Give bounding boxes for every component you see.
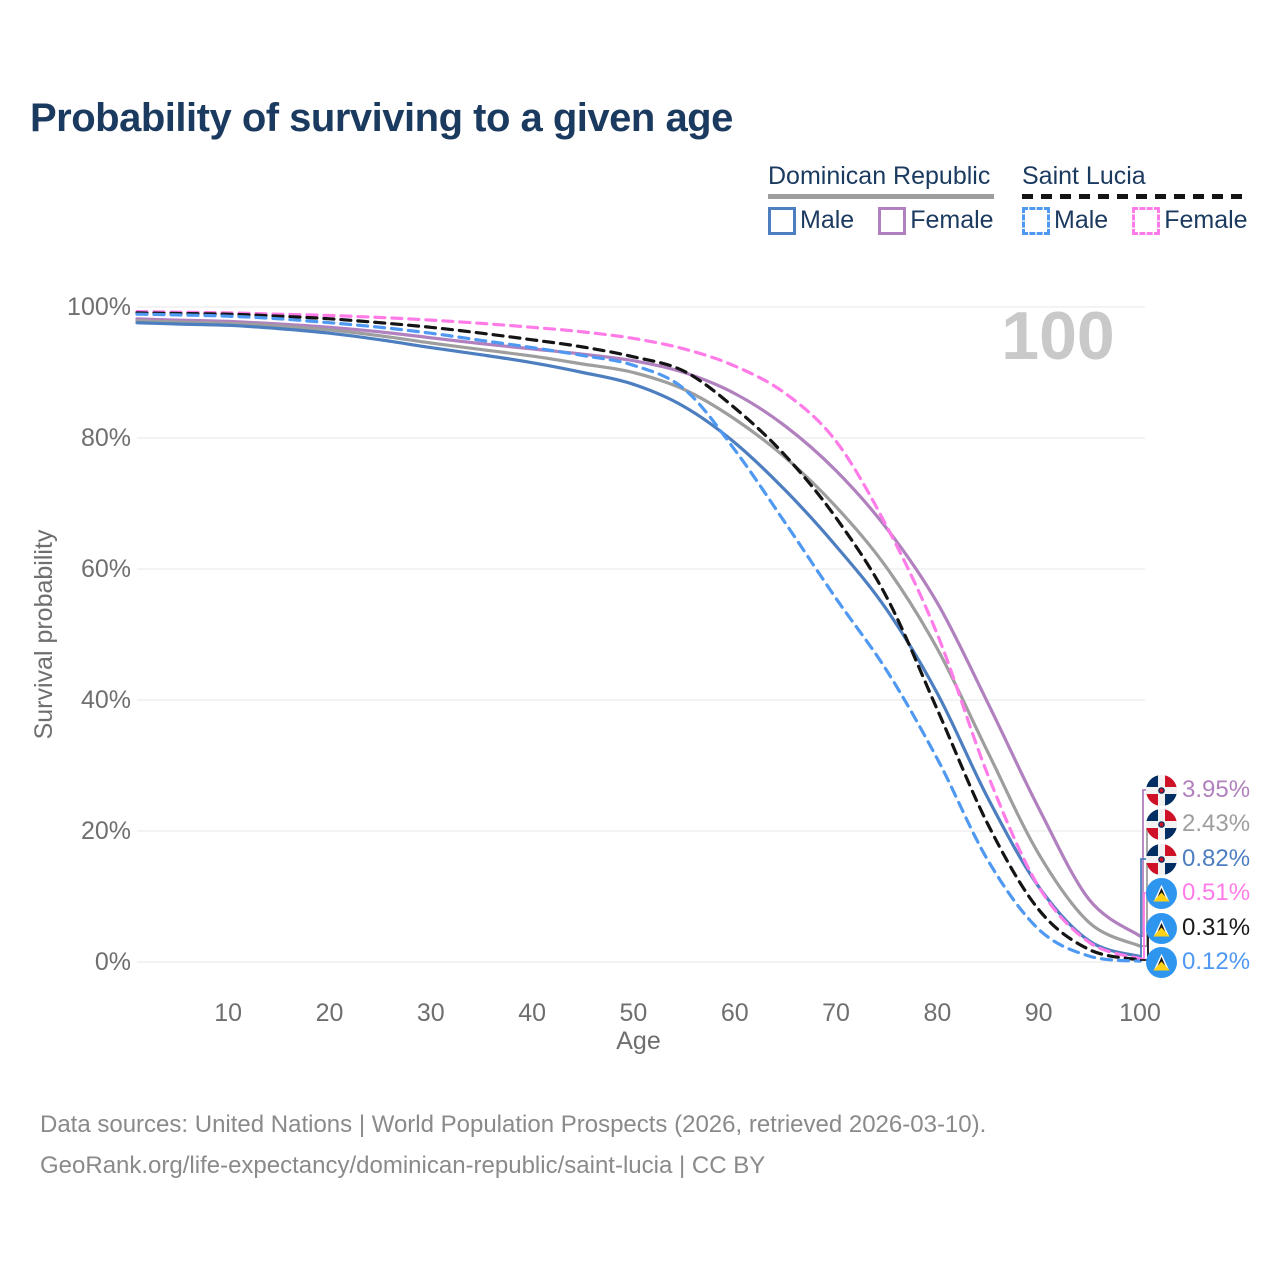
end-value-text: 3.95% — [1182, 776, 1251, 803]
curve-saint-lucia-both — [135, 311, 1142, 962]
end-value-text: 2.43% — [1182, 810, 1251, 837]
legend-group-dominican-republic: Dominican Republic Male Female — [768, 162, 994, 235]
source-line-2[interactable]: GeoRank.org/life-expectancy/dominican-re… — [40, 1152, 766, 1179]
x-tick-label: 90 — [1025, 999, 1053, 1027]
solid-line-swatch — [768, 194, 994, 199]
dominican-republic-flag-icon — [1146, 774, 1177, 806]
y-tick-label: 100% — [67, 293, 131, 321]
end-value-text: 0.51% — [1182, 879, 1251, 906]
x-tick-label: 60 — [721, 999, 749, 1027]
curve-saint-lucia-male — [135, 312, 1142, 963]
x-tick-label: 30 — [417, 999, 445, 1027]
saint-lucia-flag-icon — [1146, 946, 1177, 978]
end-label-connector — [1140, 858, 1148, 958]
end-label-saint-lucia-male: 0.12% — [1146, 946, 1250, 978]
legend-item-dr-male[interactable]: Male — [768, 206, 854, 235]
source-line-1: Data sources: United Nations | World Pop… — [40, 1111, 987, 1138]
legend-item-dr-female[interactable]: Female — [878, 206, 994, 235]
legend-group-saint-lucia: Saint Lucia Male Female — [1022, 162, 1248, 235]
legend-item-sl-female[interactable]: Female — [1132, 206, 1248, 235]
age-watermark: 100 — [1001, 298, 1114, 374]
y-tick-label: 0% — [95, 948, 131, 976]
x-tick-label: 80 — [923, 999, 951, 1027]
legend-item-label: Female — [1164, 206, 1248, 234]
legend-country-label[interactable]: Saint Lucia — [1022, 162, 1146, 190]
y-tick-label: 80% — [81, 424, 131, 452]
x-tick-label: 50 — [620, 999, 648, 1027]
curve-dominican-republic-male — [135, 321, 1142, 959]
dominican-republic-flag-icon — [1146, 843, 1177, 875]
x-axis-title: Age — [616, 1027, 660, 1055]
saint-lucia-flag-icon — [1146, 912, 1177, 944]
curve-saint-lucia-female — [135, 309, 1142, 961]
x-tick-label: 20 — [316, 999, 344, 1027]
legend-item-label: Male — [1054, 206, 1109, 234]
curve-dominican-republic-female — [135, 317, 1142, 938]
y-tick-label: 40% — [81, 686, 131, 714]
dashed-line-swatch — [1022, 194, 1248, 199]
legend-item-sl-male[interactable]: Male — [1022, 206, 1108, 235]
end-label-saint-lucia-both: 0.31% — [1146, 912, 1250, 944]
x-tick-label: 70 — [822, 999, 850, 1027]
female-dashed-swatch — [1132, 206, 1161, 235]
male-solid-swatch — [768, 206, 796, 235]
end-label-dominican-republic-female: 3.95% — [1146, 774, 1250, 806]
y-axis-title: Survival probability — [30, 529, 58, 739]
end-label-dominican-republic-male: 0.82% — [1146, 843, 1250, 875]
y-tick-label: 60% — [81, 555, 131, 583]
x-tick-label: 40 — [518, 999, 546, 1027]
legend-item-label: Female — [910, 206, 994, 234]
saint-lucia-flag-icon — [1146, 877, 1177, 909]
dominican-republic-flag-icon — [1146, 808, 1177, 840]
male-dashed-swatch — [1022, 206, 1050, 235]
female-solid-swatch — [878, 206, 907, 235]
x-tick-label: 100 — [1119, 999, 1161, 1027]
legend-item-label: Male — [800, 206, 855, 234]
end-label-dominican-republic-both: 2.43% — [1146, 808, 1250, 840]
x-tick-label: 10 — [214, 999, 242, 1027]
end-label-saint-lucia-female: 0.51% — [1146, 877, 1250, 909]
end-value-text: 0.31% — [1182, 914, 1251, 941]
end-value-text: 0.82% — [1182, 845, 1251, 872]
curve-dominican-republic-both — [135, 319, 1142, 948]
page-title: Probability of surviving to a given age — [30, 96, 733, 140]
end-value-text: 0.12% — [1182, 948, 1251, 975]
legend-country-label[interactable]: Dominican Republic — [768, 162, 991, 190]
data-source: Data sources: United Nations | World Pop… — [40, 1104, 986, 1186]
y-tick-label: 20% — [81, 817, 131, 845]
